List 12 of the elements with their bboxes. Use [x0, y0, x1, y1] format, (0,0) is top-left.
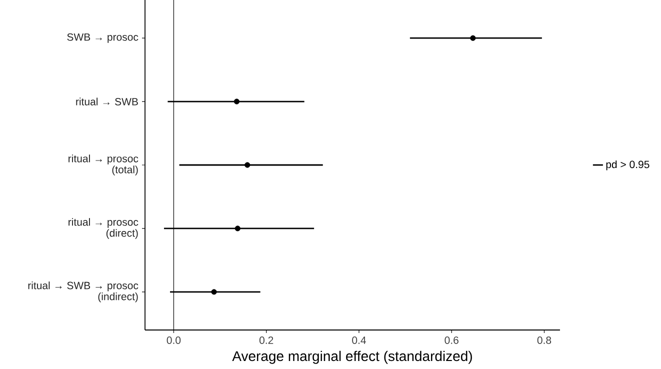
x-tick-label: 0.4 — [352, 336, 366, 344]
x-tick-label: 0.6 — [444, 336, 458, 344]
y-tick-label: ritual → SWB → prosoc (indirect) — [28, 282, 138, 302]
x-tick-label: 0.2 — [259, 336, 274, 344]
x-axis-title: Average marginal effect (standardized) — [232, 350, 472, 364]
x-tick-label: 0.0 — [166, 336, 181, 344]
y-tick-label: ritual → SWB — [76, 98, 138, 106]
x-tick-label: 0.8 — [537, 336, 552, 344]
y-tick-label: ritual → prosoc (total) — [68, 154, 138, 176]
legend-label: pd > 0.95 — [606, 160, 650, 170]
y-tick-label: SWB → prosoc — [67, 33, 138, 43]
y-tick-label: ritual → prosoc (direct) — [68, 218, 138, 239]
